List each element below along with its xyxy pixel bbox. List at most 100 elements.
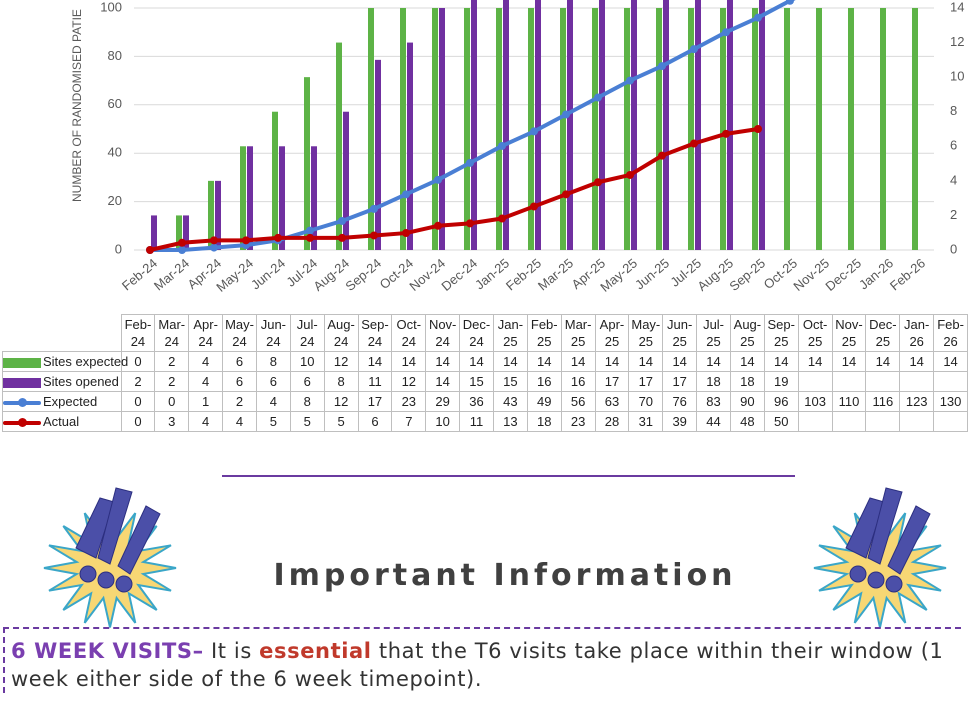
line-point — [594, 94, 602, 102]
line-point — [306, 227, 314, 235]
x-tick-label: Nov-25 — [790, 255, 832, 293]
table-header-cell: May-24 — [223, 315, 257, 352]
table-cell: 14 — [798, 352, 832, 372]
table-cell: 15 — [493, 372, 527, 392]
table-cell: 14 — [730, 352, 764, 372]
line-point — [466, 159, 474, 167]
bar — [727, 0, 733, 250]
table-cell: 4 — [189, 412, 223, 432]
line-point — [338, 234, 346, 242]
table-header-cell: Oct-25 — [798, 315, 832, 352]
table-cell — [900, 412, 934, 432]
bar — [535, 0, 541, 250]
x-tick-label: Mar-25 — [535, 255, 576, 293]
table-row-header: Actual — [3, 412, 122, 432]
table-cell: 10 — [290, 352, 324, 372]
y2-tick-label: 10 — [950, 69, 964, 84]
table-cell: 11 — [358, 372, 392, 392]
table-header-cell: Jun-25 — [663, 315, 697, 352]
table-cell: 130 — [934, 392, 968, 412]
table-cell: 14 — [629, 352, 663, 372]
table-cell: 0 — [121, 392, 155, 412]
table-cell: 2 — [155, 372, 189, 392]
table-cell: 23 — [392, 392, 426, 412]
bar — [631, 0, 637, 250]
table-cell: 10 — [426, 412, 460, 432]
y2-tick-label: 14 — [950, 0, 964, 14]
table-header-cell: Dec-25 — [866, 315, 900, 352]
table-cell: 48 — [730, 412, 764, 432]
y2-tick-label: 4 — [950, 172, 957, 187]
bar — [496, 8, 502, 250]
table-row: Sites opened2246668111214151516161717171… — [3, 372, 968, 392]
table-cell: 3 — [155, 412, 189, 432]
table-cell — [832, 412, 866, 432]
bar — [503, 0, 509, 250]
table-cell: 17 — [663, 372, 697, 392]
line-point — [530, 202, 538, 210]
line-point — [402, 229, 410, 237]
y-tick-label: 40 — [108, 145, 122, 160]
table-cell: 18 — [697, 372, 731, 392]
table-cell: 4 — [189, 352, 223, 372]
table-cell: 7 — [392, 412, 426, 432]
table-cell: 8 — [290, 392, 324, 412]
table-cell: 28 — [595, 412, 629, 432]
table-header-cell: Jan-25 — [493, 315, 527, 352]
table-cell: 23 — [561, 412, 595, 432]
table-header-cell: Feb-26 — [934, 315, 968, 352]
table-cell: 11 — [460, 412, 494, 432]
bar — [432, 8, 438, 250]
table-cell: 2 — [121, 372, 155, 392]
legend-label: Sites expected — [43, 354, 128, 369]
notice-heading: 6 WEEK VISITS– — [11, 639, 204, 663]
table-cell: 39 — [663, 412, 697, 432]
table-header-cell: Aug-24 — [324, 315, 358, 352]
table-cell: 16 — [561, 372, 595, 392]
notice: 6 WEEK VISITS– It is essential that the … — [3, 627, 961, 693]
legend-key — [3, 421, 41, 425]
line-point — [178, 246, 186, 254]
table-cell: 13 — [493, 412, 527, 432]
y-axis-title: NUMBER OF RANDOMISED PATIE — [70, 9, 84, 202]
table-cell — [934, 412, 968, 432]
bar — [471, 0, 477, 250]
line-point — [562, 110, 570, 118]
table-cell: 14 — [934, 352, 968, 372]
bar — [272, 112, 278, 250]
table-cell: 12 — [392, 372, 426, 392]
table-cell: 6 — [223, 352, 257, 372]
table-cell: 56 — [561, 392, 595, 412]
table-cell: 6 — [223, 372, 257, 392]
notice-text: It is — [204, 639, 259, 663]
divider — [222, 475, 795, 477]
x-tick-label: Nov-24 — [406, 255, 448, 293]
legend-label: Sites opened — [43, 374, 119, 389]
table-cell: 76 — [663, 392, 697, 412]
bar — [343, 112, 349, 250]
table-cell: 0 — [121, 412, 155, 432]
table-cell: 17 — [595, 372, 629, 392]
table-cell: 4 — [256, 392, 290, 412]
table-header-cell: Jun-24 — [256, 315, 290, 352]
y2-tick-label: 8 — [950, 103, 957, 118]
table-header-cell: Mar-25 — [561, 315, 595, 352]
table-cell: 14 — [832, 352, 866, 372]
table-header-row: Feb-24Mar-24Apr-24May-24Jun-24Jul-24Aug-… — [3, 315, 968, 352]
line-point — [754, 14, 762, 22]
table-header-cell: Sep-25 — [764, 315, 798, 352]
section-title: Important Information — [0, 558, 973, 593]
line-point — [690, 45, 698, 53]
table-cell: 14 — [460, 352, 494, 372]
table-cell: 29 — [426, 392, 460, 412]
table-cell: 116 — [866, 392, 900, 412]
table-row-header: Sites opened — [3, 372, 122, 392]
table-cell: 50 — [764, 412, 798, 432]
x-tick-label: Dec-24 — [438, 255, 480, 293]
table-cell: 14 — [392, 352, 426, 372]
table-cell: 49 — [527, 392, 561, 412]
line-point — [402, 190, 410, 198]
bar — [592, 8, 598, 250]
bar — [400, 8, 406, 250]
